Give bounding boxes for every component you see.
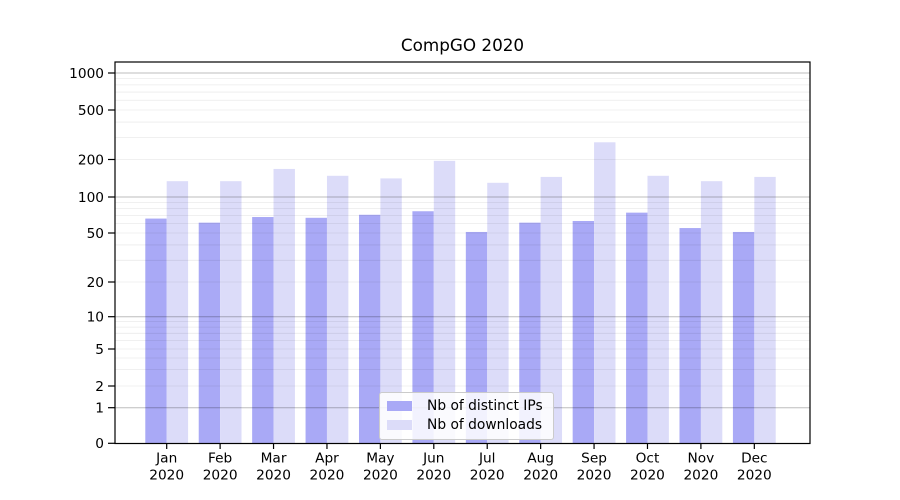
bar-distinct-ips <box>145 218 167 444</box>
y-tick-label: 1000 <box>69 66 104 82</box>
y-tick-label: 2 <box>95 379 104 395</box>
bar-distinct-ips <box>572 220 595 444</box>
bar-distinct-ips <box>679 228 701 444</box>
bar-distinct-ips <box>198 222 221 444</box>
x-tick-label: Jul 2020 <box>470 451 505 484</box>
bar-downloads <box>647 175 669 444</box>
bar-downloads <box>754 176 776 444</box>
y-tick-label: 50 <box>87 226 104 242</box>
x-tick-label: Mar 2020 <box>256 451 291 484</box>
bar-downloads <box>433 160 456 444</box>
bar-distinct-ips <box>732 231 755 444</box>
y-tick-label: 1 <box>95 401 104 417</box>
y-tick-label: 0 <box>95 436 104 452</box>
x-tick-label: Sep 2020 <box>577 451 612 484</box>
bar-downloads <box>273 168 295 444</box>
legend-item-downloads: Nb of downloads <box>387 417 543 433</box>
legend-swatch-downloads <box>387 420 412 430</box>
x-tick-label: Feb 2020 <box>203 451 238 484</box>
bar-distinct-ips <box>358 214 381 444</box>
grid-layer <box>115 72 810 409</box>
x-tick-label: Jan 2020 <box>149 451 184 484</box>
legend-swatch-distinct-ips <box>387 401 412 411</box>
chart-title: CompGO 2020 <box>401 35 524 55</box>
x-tick-label: Aug 2020 <box>523 451 558 484</box>
y-tick-label: 20 <box>87 275 104 291</box>
x-tick-label: Dec 2020 <box>737 451 772 484</box>
bars-layer <box>145 142 776 444</box>
x-tick-label: Oct 2020 <box>630 451 665 484</box>
bar-downloads <box>380 178 402 444</box>
x-tick-label: Apr 2020 <box>310 451 345 484</box>
bar-downloads <box>540 176 563 444</box>
y-tick-label: 100 <box>78 190 104 206</box>
bar-distinct-ips <box>519 222 541 444</box>
bar-downloads <box>326 175 349 444</box>
legend-label-distinct-ips: Nb of distinct IPs <box>427 398 543 414</box>
bar-distinct-ips <box>626 212 648 444</box>
bar-downloads <box>700 181 723 444</box>
bar-distinct-ips <box>465 231 488 444</box>
y-tick-label: 500 <box>78 103 104 119</box>
bar-downloads <box>487 182 509 444</box>
bar-downloads <box>220 181 242 444</box>
plot-border <box>114 61 811 445</box>
x-tick-label: May 2020 <box>363 451 398 484</box>
axes-layer <box>108 61 811 449</box>
bar-distinct-ips <box>252 217 274 444</box>
bar-distinct-ips <box>305 217 327 444</box>
x-tick-label: Nov 2020 <box>683 451 718 484</box>
bar-downloads <box>166 181 189 444</box>
legend-label-downloads: Nb of downloads <box>427 417 543 433</box>
legend-item-distinct-ips: Nb of distinct IPs <box>387 398 543 414</box>
bar-distinct-ips <box>412 211 434 444</box>
x-tick-label: Jun 2020 <box>416 451 451 484</box>
legend: Nb of distinct IPs Nb of downloads <box>379 392 554 440</box>
bar-downloads <box>594 142 616 444</box>
labels-layer: 0 1 2 5 10 20 50 100 200 500 1000 Jan 2020 Feb 2020 Mar… <box>69 66 772 484</box>
y-tick-label: 200 <box>78 152 104 168</box>
y-tick-label: 5 <box>95 342 104 358</box>
y-tick-label: 10 <box>87 310 104 326</box>
